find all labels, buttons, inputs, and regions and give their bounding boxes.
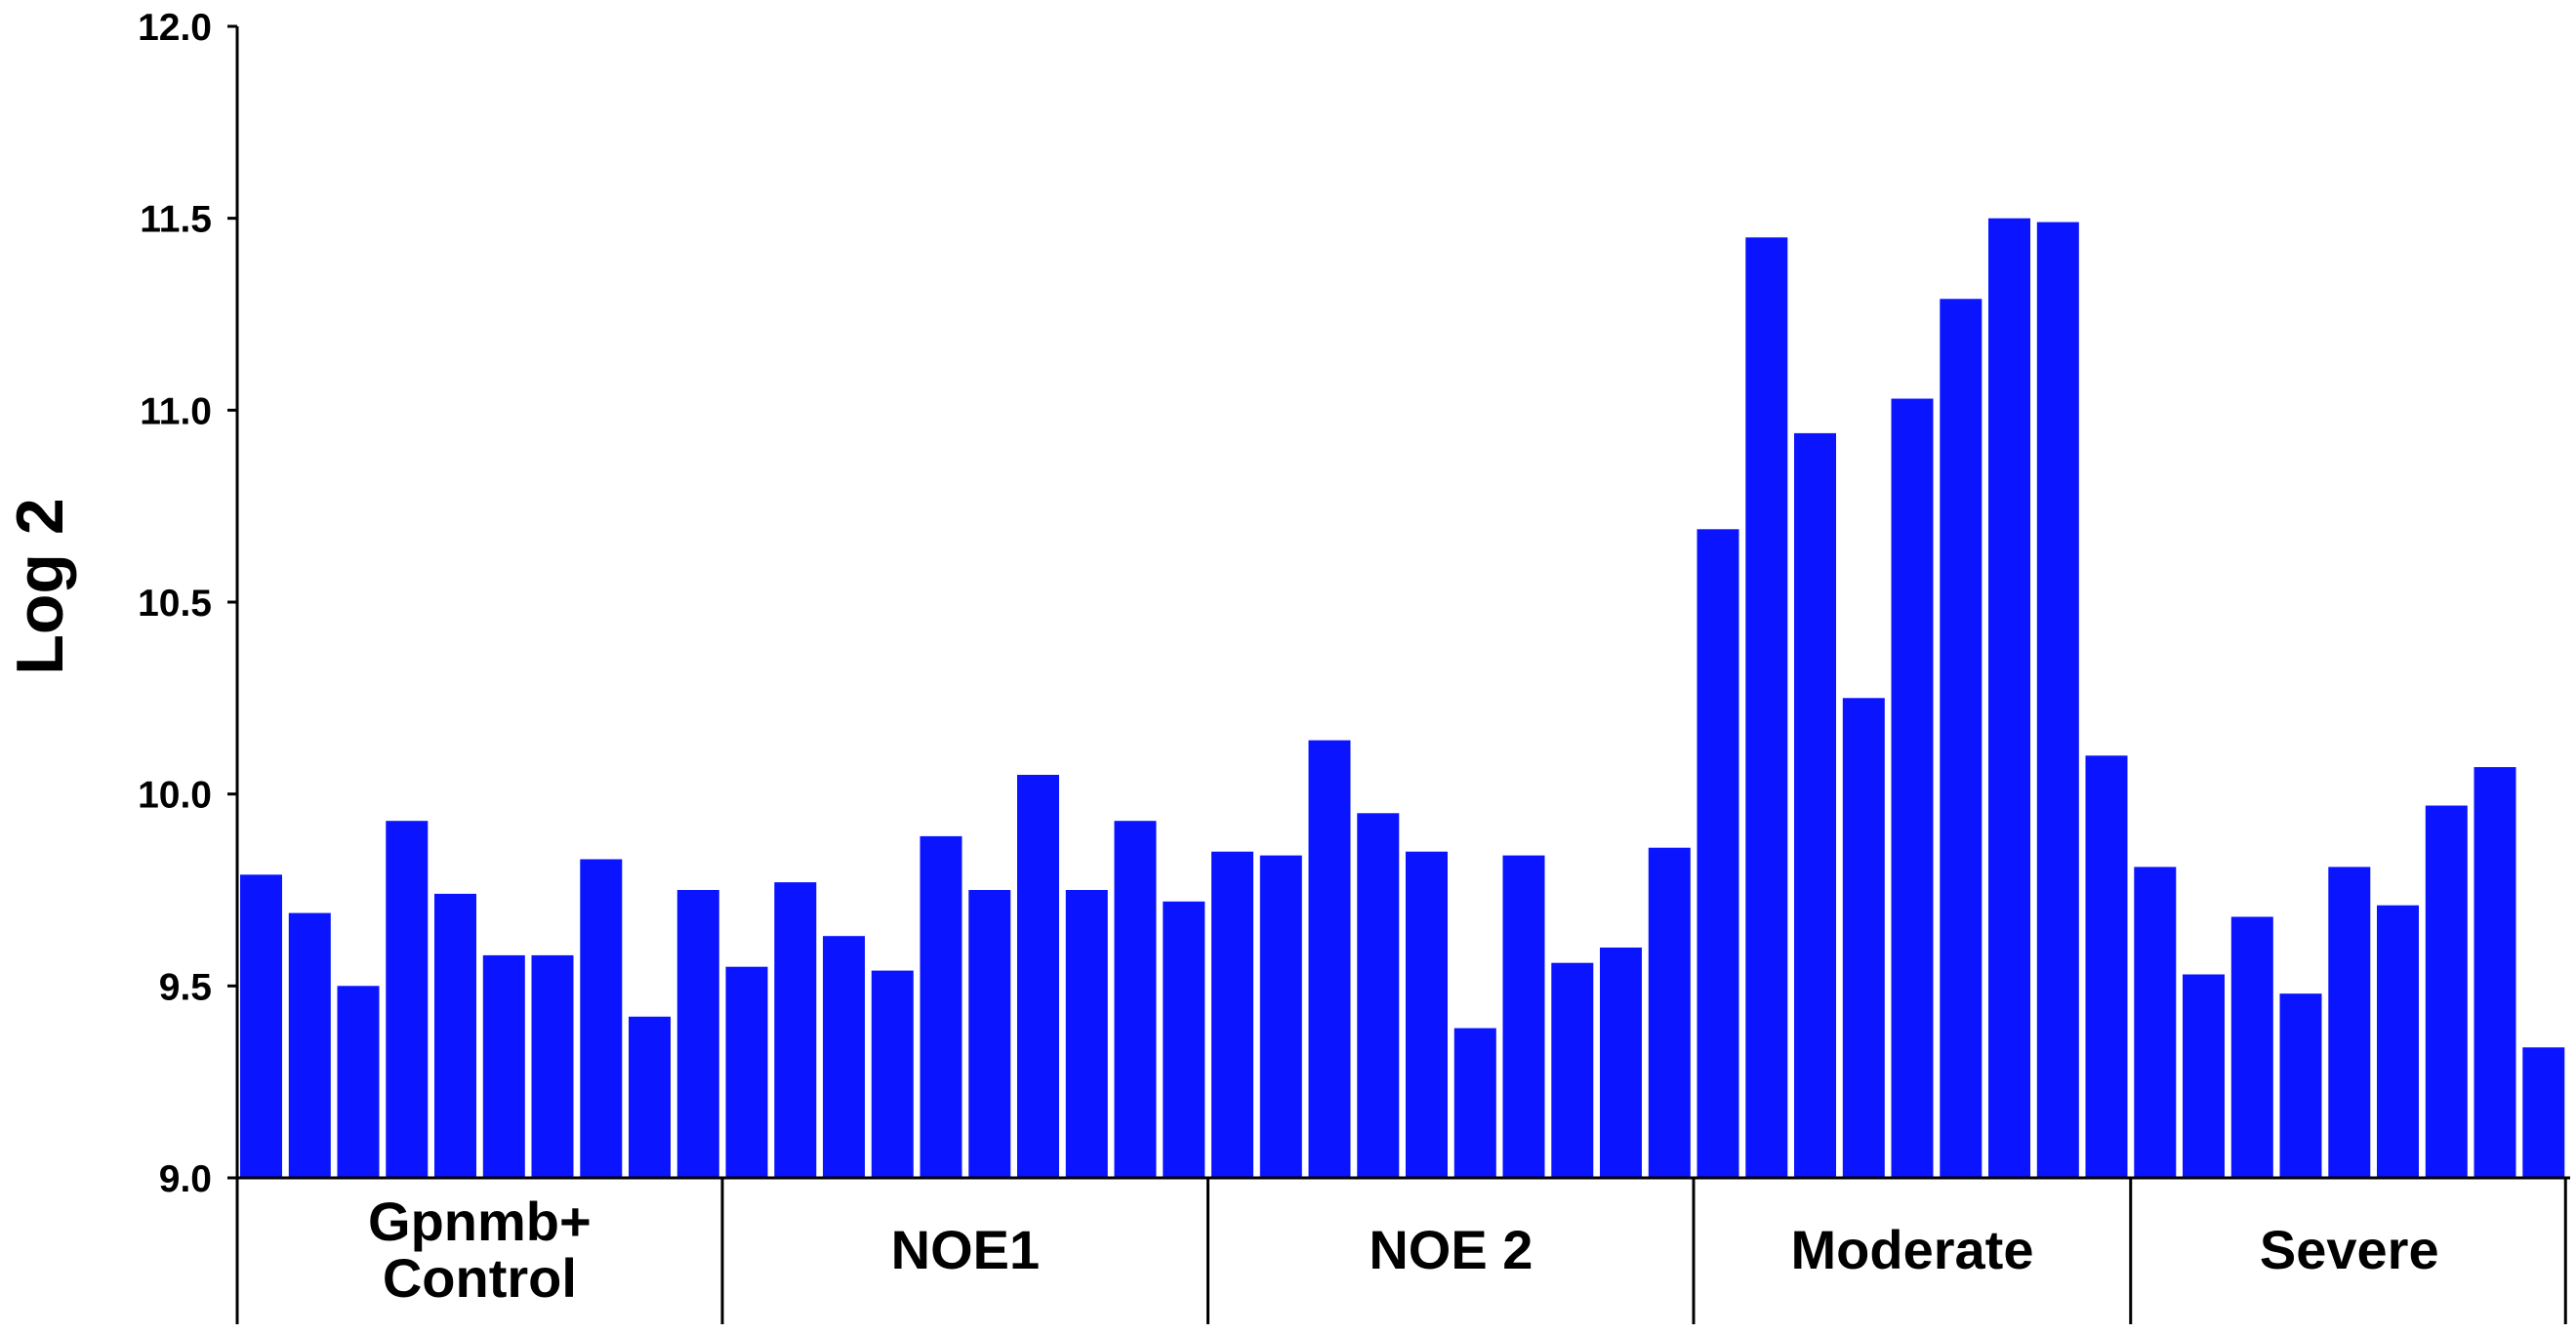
labels-layer: 9.0 9.5 10.0 10.5 11.0 11.5 12.0 Gpnmb+Control N… <box>138 7 2439 1309</box>
bar-1-7 <box>531 954 574 1178</box>
bar-1-6 <box>482 954 525 1178</box>
group-label: NOE 2 <box>1369 1219 1533 1280</box>
bars-layer <box>240 218 2565 1179</box>
y-tick-label: 9.0 <box>159 1158 212 1200</box>
bar-4-7 <box>1988 218 2030 1178</box>
bar-5-6 <box>2377 905 2419 1178</box>
bar-1-5 <box>434 893 476 1178</box>
y-axis-title: Log 2 <box>3 498 77 674</box>
bar-4-6 <box>1940 299 1983 1178</box>
group-label: Moderate <box>1791 1219 2034 1280</box>
y-tick-label: 11.5 <box>140 199 212 241</box>
bar-3-4 <box>1357 813 1400 1178</box>
bar-1-3 <box>337 986 380 1178</box>
bar-4-5 <box>1891 398 1934 1178</box>
bar-1-4 <box>386 821 429 1178</box>
group-label: Control <box>383 1247 577 1309</box>
bar-3-10 <box>1648 847 1691 1178</box>
bar-2-6 <box>968 890 1011 1178</box>
group-label: Severe <box>2260 1219 2439 1280</box>
bar-3-6 <box>1453 1028 1496 1178</box>
group-label: Gpnmb+ <box>368 1191 592 1252</box>
bar-3-8 <box>1551 962 1594 1178</box>
bar-3-9 <box>1600 948 1642 1178</box>
bar-5-8 <box>2474 767 2516 1178</box>
bar-5-2 <box>2183 974 2225 1178</box>
bar-4-3 <box>1794 432 1836 1178</box>
axes-layer <box>227 24 2570 1324</box>
bar-5-9 <box>2522 1047 2565 1178</box>
y-tick-label: 9.5 <box>159 966 212 1008</box>
bar-5-5 <box>2328 867 2371 1178</box>
bar-2-8 <box>1065 890 1108 1178</box>
bar-3-1 <box>1211 851 1253 1178</box>
bar-3-2 <box>1259 855 1302 1178</box>
bar-2-4 <box>871 970 914 1178</box>
y-tick-label: 11.0 <box>140 390 212 432</box>
bar-2-1 <box>725 966 768 1178</box>
bar-3-3 <box>1308 740 1351 1178</box>
bar-5-4 <box>2279 993 2322 1178</box>
bar-1-2 <box>288 912 331 1178</box>
bar-4-9 <box>2085 755 2128 1178</box>
bar-2-9 <box>1114 821 1157 1178</box>
bar-1-1 <box>240 874 282 1178</box>
bar-2-3 <box>823 936 865 1178</box>
bar-5-7 <box>2425 805 2468 1178</box>
bar-3-5 <box>1406 851 1448 1178</box>
bar-4-2 <box>1745 237 1788 1179</box>
bar-1-8 <box>580 859 623 1178</box>
bar-5-1 <box>2134 867 2177 1178</box>
bar-5-3 <box>2230 916 2273 1178</box>
y-tick-label: 12.0 <box>138 7 212 49</box>
bar-2-2 <box>774 882 817 1178</box>
bar-3-7 <box>1502 855 1545 1178</box>
bar-1-9 <box>629 1016 671 1178</box>
bar-4-8 <box>2036 222 2079 1179</box>
bar-2-5 <box>920 835 962 1178</box>
bar-1-10 <box>676 890 719 1178</box>
bar-2-7 <box>1017 775 1059 1178</box>
y-tick-label: 10.5 <box>138 583 212 625</box>
bar-4-1 <box>1697 529 1739 1178</box>
group-label: NOE1 <box>891 1219 1041 1280</box>
y-tick-label: 10.0 <box>138 775 212 817</box>
bar-4-4 <box>1842 698 1885 1178</box>
bar-2-10 <box>1163 901 1206 1178</box>
